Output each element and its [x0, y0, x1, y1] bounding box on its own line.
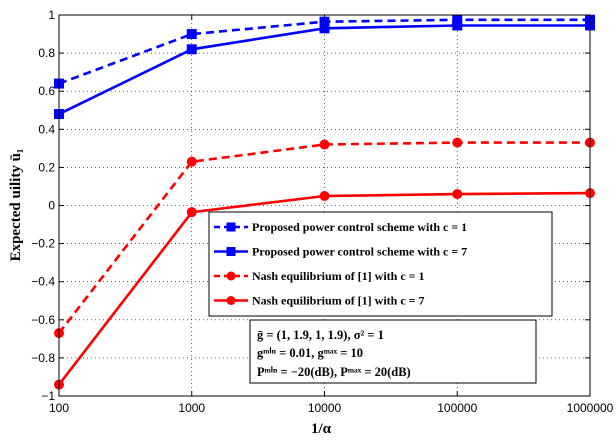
legend-box	[208, 211, 553, 317]
y-tick-label: 0.6	[38, 84, 55, 98]
data-point	[452, 189, 463, 200]
data-point	[452, 14, 463, 25]
annotation-line-3: Pᵐⁱⁿ = −20(dB), Pᵐᵃˣ = 20(dB)	[257, 365, 411, 379]
data-point	[452, 137, 463, 148]
legend-marker	[226, 296, 236, 305]
series-layer	[54, 14, 595, 390]
data-point	[452, 20, 463, 31]
x-tick-label: 1000000	[567, 401, 614, 415]
data-point	[186, 44, 197, 55]
annotation-line-1: ḡ = (1, 1.9, 1, 1.9), σ² = 1	[257, 328, 384, 342]
legend-marker	[226, 222, 236, 232]
legend-marker	[226, 247, 236, 256]
annotation-line-2: gᵐⁱⁿ = 0.01, gᵐᵃˣ = 10	[257, 346, 363, 360]
data-point	[319, 16, 330, 27]
series-4	[54, 188, 595, 390]
legend-label: Proposed power control scheme with c = 7	[252, 245, 467, 259]
data-point	[319, 139, 330, 150]
y-tick-label: 0	[48, 199, 55, 213]
y-axis-label: Expected uility ū₁	[8, 149, 24, 262]
x-tick-label: 100000	[437, 401, 477, 415]
y-tick-label: −0.8	[31, 351, 55, 365]
y-tick-label: 0.2	[38, 160, 55, 174]
legend-marker	[226, 271, 236, 281]
axis-ticks: 100 1000 10000 100000 1000000 −1 −0.8 −0.6 −0.4 −…	[31, 8, 613, 415]
legend-label: Nash equilibrium of [1] with c = 1	[252, 269, 425, 283]
legend-label: Nash equilibrium of [1] with c = 7	[252, 294, 425, 308]
y-tick-label: −0.6	[31, 313, 55, 327]
plot-frame	[58, 14, 591, 397]
data-point	[186, 156, 197, 167]
annotation-box	[249, 319, 537, 384]
y-tick-label: 0.8	[38, 46, 55, 60]
grid-lines	[59, 15, 590, 396]
series-line	[58, 24, 590, 116]
y-tick-label: −1	[41, 389, 55, 403]
data-point	[186, 29, 197, 40]
legend-label: Proposed power control scheme with c = 1	[252, 220, 467, 234]
data-point	[319, 190, 330, 201]
parameter-annotation: ḡ = (1, 1.9, 1, 1.9), σ² = 1 gᵐⁱⁿ = 0.01…	[249, 319, 537, 384]
y-tick-label: 1	[48, 8, 55, 22]
x-tick-label: 1000	[178, 401, 205, 415]
y-tick-label: 0.4	[38, 122, 55, 136]
x-tick-label: 100	[49, 401, 69, 415]
x-axis-label: 1/α	[311, 421, 332, 437]
data-point	[186, 207, 197, 218]
legend: Proposed power control scheme with c = 1…	[208, 211, 553, 317]
series-line	[57, 141, 590, 334]
data-point	[319, 23, 330, 34]
y-tick-label: −0.4	[31, 275, 55, 289]
x-tick-label: 10000	[308, 401, 342, 415]
y-tick-label: −0.2	[31, 237, 55, 251]
